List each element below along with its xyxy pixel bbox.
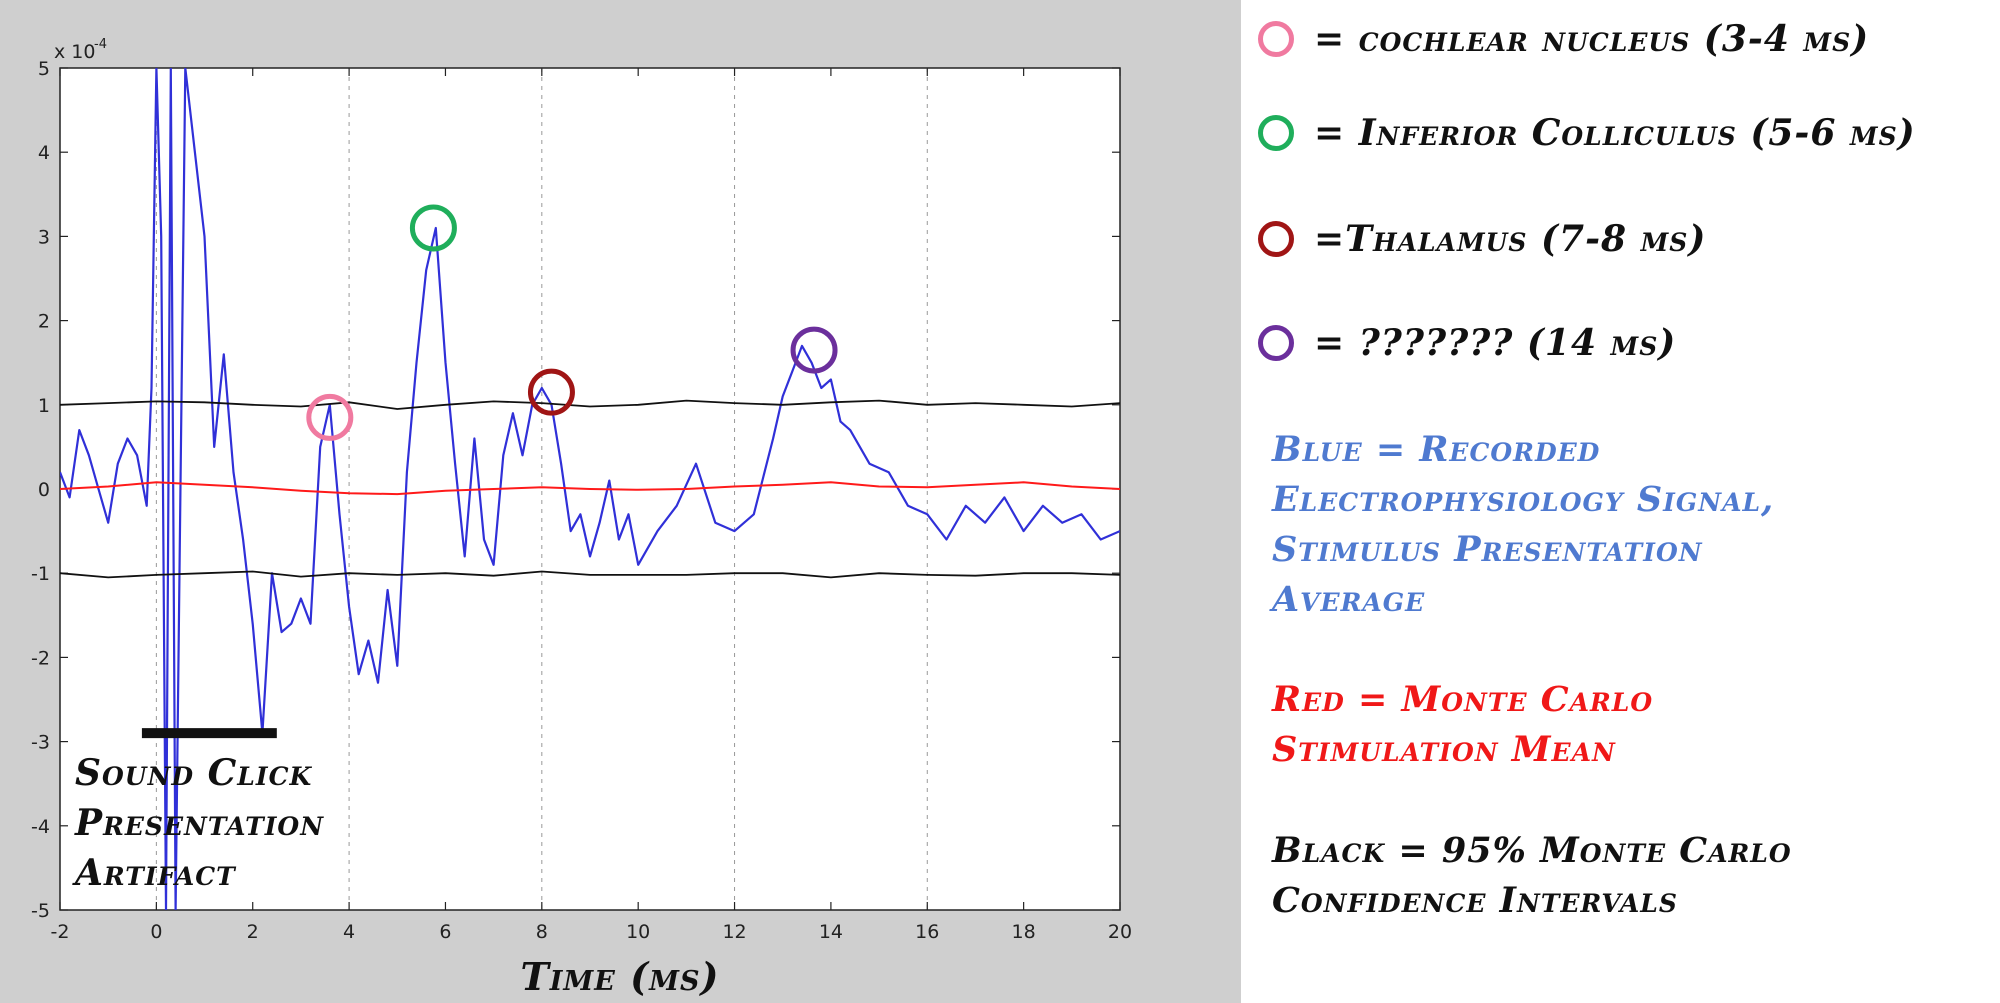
x-tick-label: 14: [819, 921, 843, 943]
green-peak-marker: [409, 204, 457, 252]
x-tick-label: 10: [626, 921, 650, 943]
legend-item-cochlear-nucleus: = cochlear nucleus (3-4 ms): [1258, 18, 1869, 60]
black-upper-ci-line: [60, 399, 1120, 410]
y-exponent-power: -4: [94, 37, 107, 52]
dark-red-peak-marker: [527, 368, 575, 416]
legend-label: =Thalamus (7-8 ms): [1314, 218, 1707, 260]
x-axis-label: Time (ms): [521, 954, 720, 999]
y-tick-label: 4: [38, 142, 50, 164]
x-tick-label: 16: [915, 921, 939, 943]
key-black-line: Confidence Intervals: [1272, 880, 1678, 921]
dark-red-circle-icon: [1258, 221, 1294, 257]
legend-label: = Inferior Colliculus (5-6 ms): [1314, 112, 1916, 154]
y-tick-label: -3: [31, 732, 50, 754]
series-group: [60, 68, 1120, 910]
x-tick-label: 18: [1012, 921, 1036, 943]
artifact-annotation-line-2: Presentation: [74, 802, 324, 844]
x-tick-label: -2: [51, 921, 70, 943]
legend-item-unknown: = ??????? (14 ms): [1258, 322, 1676, 364]
pink-peak-marker: [306, 393, 354, 441]
x-tick-label: 12: [722, 921, 746, 943]
artifact-annotation-line-1: Sound Click: [75, 752, 312, 794]
key-red-line: Stimulation Mean: [1272, 729, 1616, 770]
y-tick-label: 3: [38, 226, 50, 248]
legend-item-inferior-colliculus: = Inferior Colliculus (5-6 ms): [1258, 112, 1916, 154]
x-tick-label: 6: [439, 921, 451, 943]
key-blue-line: Electrophysiology Signal,: [1272, 479, 1775, 520]
y-tick-label: -2: [31, 647, 50, 669]
purple-circle-icon: [1258, 325, 1294, 361]
green-circle-icon: [1258, 115, 1294, 151]
y-tick-label: -4: [31, 816, 50, 838]
x-tick-label: 20: [1108, 921, 1132, 943]
legend-label: = ??????? (14 ms): [1314, 322, 1677, 364]
artifact-annotation-line-3: Artifact: [72, 852, 237, 894]
key-blue-block: Blue = Recorded Electrophysiology Signal…: [1272, 425, 1972, 625]
pink-circle-icon: [1258, 21, 1294, 57]
blue-signal-line: [60, 68, 1120, 910]
key-blue-line: Blue = Recorded: [1272, 429, 1601, 470]
key-blue-line: Stimulus Presentation: [1272, 529, 1703, 570]
x-tick-label: 0: [150, 921, 162, 943]
red-mean-line: [60, 481, 1120, 496]
key-black-line: Black = 95% Monte Carlo: [1272, 830, 1792, 871]
y-tick-label: 2: [38, 311, 50, 333]
key-red-line: Red = Monte Carlo: [1272, 679, 1654, 720]
key-black-block: Black = 95% Monte Carlo Confidence Inter…: [1272, 826, 1972, 926]
x-tick-label: 2: [247, 921, 259, 943]
black-lower-ci-line: [60, 570, 1120, 579]
y-tick-label: -5: [31, 900, 50, 922]
x-tick-label: 4: [343, 921, 355, 943]
key-red-block: Red = Monte Carlo Stimulation Mean: [1272, 675, 1972, 775]
legend-label: = cochlear nucleus (3-4 ms): [1314, 18, 1870, 60]
y-tick-label: 5: [38, 58, 50, 80]
x-tick-label: 8: [536, 921, 548, 943]
purple-peak-marker: [790, 326, 838, 374]
key-blue-line: Average: [1272, 579, 1426, 620]
legend-item-thalamus: =Thalamus (7-8 ms): [1258, 218, 1706, 260]
y-tick-label: 1: [38, 395, 50, 417]
y-tick-label: 0: [38, 479, 50, 501]
y-tick-label: -1: [31, 563, 50, 585]
peak-markers: [306, 204, 838, 441]
y-exponent-label: x 10: [54, 41, 95, 63]
